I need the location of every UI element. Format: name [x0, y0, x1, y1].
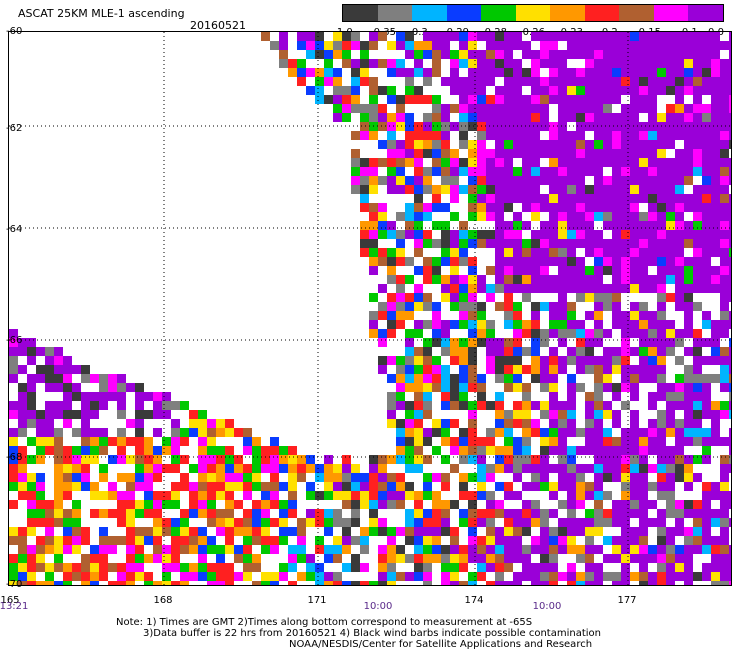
- lon-label: 177: [617, 595, 637, 606]
- time-label: 10:00: [532, 601, 562, 612]
- lat-label: -62: [6, 123, 23, 134]
- product-date: 20160521: [190, 19, 246, 32]
- colorbar-swatch: [550, 5, 585, 21]
- colorbar-swatch: [377, 5, 413, 21]
- note-line: 3)Data buffer is 22 hrs from 20160521 4)…: [143, 628, 601, 639]
- colorbar-swatch: [619, 5, 654, 21]
- colorbar-swatch: [584, 5, 620, 21]
- colorbar-swatch: [688, 5, 724, 21]
- lat-label: -60: [6, 26, 23, 37]
- time-label: 10:00: [363, 601, 393, 612]
- scatterometer-map: [8, 31, 732, 586]
- lon-label: 174: [464, 595, 484, 606]
- lon-label: 171: [307, 595, 327, 606]
- lat-label: -68: [6, 452, 23, 463]
- product-title: ASCAT 25KM MLE-1 ascending: [18, 7, 185, 20]
- colorbar-swatch: [653, 5, 689, 21]
- colorbar-swatch: [412, 5, 447, 21]
- mle-pixel-field: [9, 32, 731, 585]
- lon-label: 165: [0, 595, 20, 606]
- colorbar-swatch: [446, 5, 482, 21]
- colorbar-swatch: [515, 5, 551, 21]
- time-label: 13:21: [0, 601, 29, 612]
- lon-label: 168: [153, 595, 173, 606]
- note-line: NOAA/NESDIS/Center for Satellite Applica…: [289, 639, 593, 650]
- colorbar-swatch: [343, 5, 378, 21]
- lat-label: -70: [6, 579, 23, 590]
- lat-label: -66: [6, 335, 23, 346]
- note-line: Note: 1) Times are GMT 2)Times along bot…: [116, 617, 533, 628]
- colorbar: [342, 4, 724, 22]
- colorbar-swatch: [481, 5, 516, 21]
- colorbar-label: -0.3: [408, 27, 428, 38]
- lat-label: -64: [6, 224, 23, 235]
